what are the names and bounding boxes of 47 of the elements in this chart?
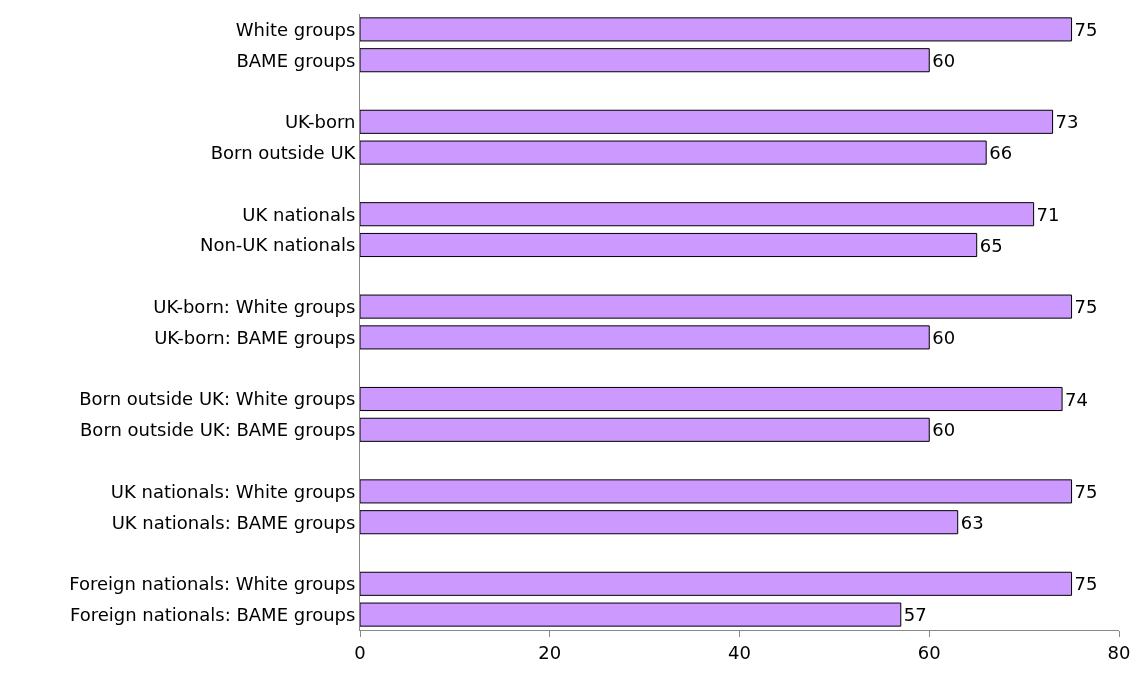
y-tick-label: White groups <box>235 18 356 40</box>
bar <box>360 140 987 165</box>
x-tick-label: 20 <box>538 641 562 663</box>
x-tick-label: 0 <box>354 641 366 663</box>
y-tick-label: Non-UK nationals <box>199 234 356 256</box>
x-tick-label: 60 <box>917 641 941 663</box>
bar <box>360 386 1063 412</box>
bar <box>360 479 1073 504</box>
y-tick-label: Born outside UK: White groups <box>79 388 356 410</box>
x-tick-label: 40 <box>728 641 751 663</box>
data-label: 75 <box>1074 296 1098 318</box>
bar <box>360 232 978 258</box>
bar <box>360 325 930 350</box>
x-tick-label: 80 <box>1107 641 1131 663</box>
bar <box>360 48 930 73</box>
data-label: 60 <box>932 419 956 441</box>
y-tick-label: UK-born: White groups <box>153 295 356 317</box>
data-label: 75 <box>1074 573 1098 595</box>
y-tick-label: Born outside UK: BAME groups <box>80 419 356 441</box>
data-label: 75 <box>1074 480 1098 502</box>
bar <box>360 294 1073 319</box>
data-label: 74 <box>1065 388 1088 410</box>
y-tick-label: UK nationals: White groups <box>110 480 356 502</box>
y-tick-label: UK nationals <box>242 203 356 225</box>
y-tick-label: Foreign nationals: BAME groups <box>69 603 356 625</box>
data-label: 63 <box>960 511 984 533</box>
data-label: 60 <box>932 49 956 71</box>
bar <box>360 571 1073 596</box>
data-label: 57 <box>903 604 927 626</box>
data-label: 60 <box>932 326 956 348</box>
y-tick-label: UK nationals: BAME groups <box>111 511 356 533</box>
y-tick-label: UK-born: BAME groups <box>154 326 356 348</box>
data-label: 71 <box>1036 203 1060 225</box>
data-label: 75 <box>1074 18 1098 40</box>
y-tick-label: BAME groups <box>236 49 356 71</box>
bar <box>360 109 1054 134</box>
bar <box>360 17 1073 42</box>
data-label: 65 <box>979 234 1003 256</box>
bar <box>360 202 1035 227</box>
bar <box>360 602 902 627</box>
y-tick-label: UK-born <box>284 111 356 133</box>
y-tick-label: Foreign nationals: White groups <box>69 573 356 595</box>
y-tick-label: Born outside UK <box>210 141 357 163</box>
bar <box>360 510 959 535</box>
data-label: 73 <box>1055 111 1079 133</box>
bar <box>360 417 930 442</box>
data-label: 66 <box>989 142 1013 164</box>
